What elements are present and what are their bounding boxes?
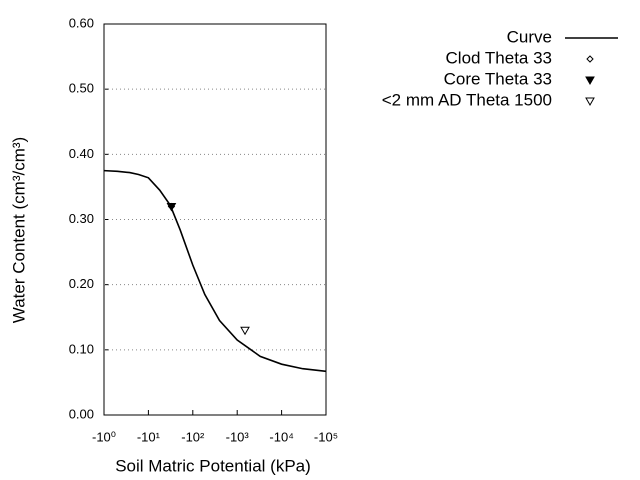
y-axis-title: Water Content (cm³/cm³) — [9, 137, 28, 323]
y-tick-label: 0.00 — [69, 406, 94, 421]
marker-triangle-open — [585, 97, 595, 107]
y-tick-label: 0.50 — [69, 81, 94, 96]
legend-label: Curve — [507, 27, 552, 46]
legend-label: Clod Theta 33 — [446, 48, 552, 67]
marker-triangle — [166, 202, 177, 212]
marker-diamond — [586, 55, 594, 63]
y-tick-label: 0.10 — [69, 341, 94, 356]
x-tick-label: -10⁴ — [269, 429, 293, 444]
marker-triangle-open — [240, 326, 250, 336]
x-tick-label: -10¹ — [137, 429, 161, 444]
y-tick-label: 0.40 — [69, 146, 94, 161]
x-tick-label: -10⁰ — [92, 429, 116, 444]
y-tick-label: 0.60 — [69, 15, 94, 30]
x-axis-title: Soil Matric Potential (kPa) — [115, 456, 311, 475]
marker-triangle — [585, 76, 595, 86]
x-tick-label: -10³ — [226, 429, 250, 444]
x-tick-label: -10² — [181, 429, 205, 444]
curve — [103, 169, 327, 373]
y-tick-label: 0.20 — [69, 276, 94, 291]
y-tick-label: 0.30 — [69, 211, 94, 226]
legend-label: <2 mm AD Theta 1500 — [382, 90, 552, 109]
legend-label: Core Theta 33 — [444, 69, 552, 88]
x-tick-label: -10⁵ — [314, 429, 338, 444]
